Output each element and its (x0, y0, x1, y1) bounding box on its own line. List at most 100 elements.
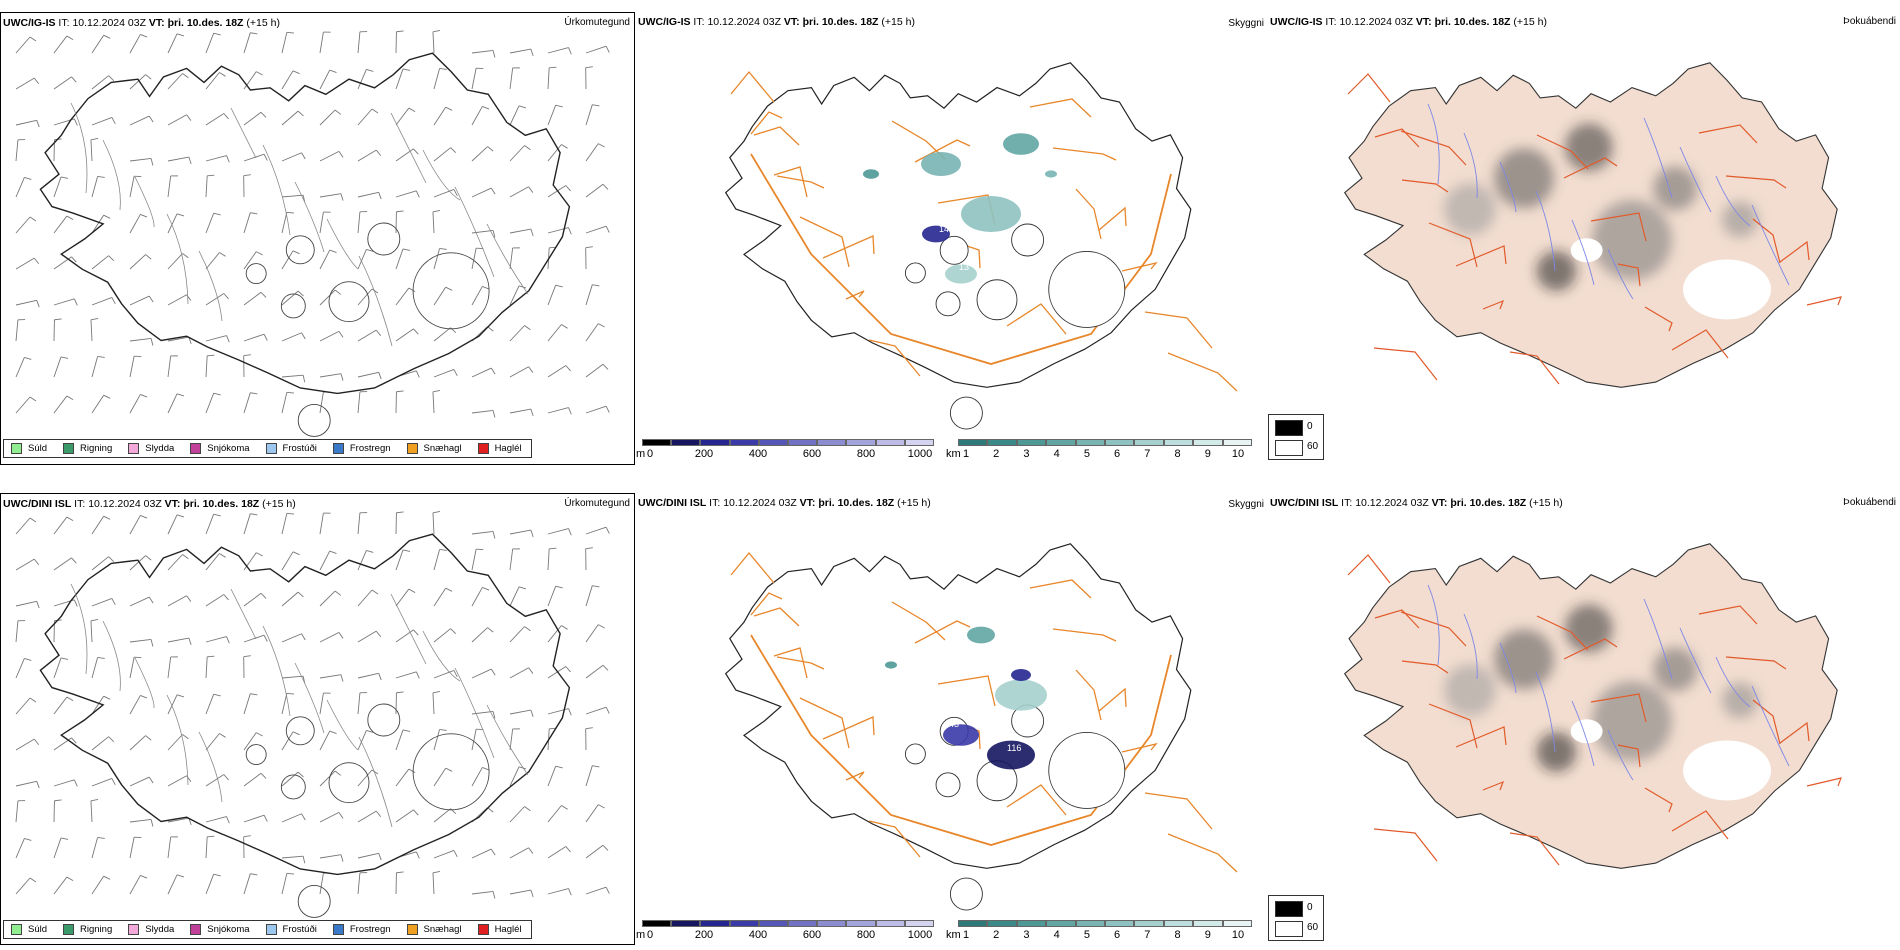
legend-swatch (190, 443, 202, 454)
river-line (1535, 190, 1556, 272)
wind-barb (433, 850, 455, 859)
road-line (773, 166, 808, 198)
wind-barb (129, 596, 150, 607)
wind-barb (129, 254, 146, 270)
road-line (1098, 206, 1127, 231)
wind-barb (585, 886, 607, 895)
scale-unit: km (946, 929, 961, 941)
wind-barb (319, 770, 336, 787)
wind-barb-tick (366, 69, 374, 72)
fog-legend-value: 60 (1307, 922, 1319, 933)
road-line (1374, 609, 1420, 629)
fog-legend-value: 0 (1307, 421, 1313, 432)
scale-color-cell (1134, 920, 1164, 927)
wind-barb (167, 355, 172, 378)
wind-barb-tick (602, 844, 609, 851)
road-line (750, 592, 783, 616)
wind-barb (585, 585, 593, 607)
scale-color-cell (1016, 920, 1047, 927)
wind-barb (547, 888, 569, 895)
wind-barb (585, 67, 587, 90)
terrain-contours (70, 102, 529, 437)
fog-shading (1444, 123, 1758, 291)
wind-barb (129, 555, 146, 571)
wind-barb (395, 328, 414, 342)
road-line (1509, 832, 1560, 866)
wind-barb-tick (111, 778, 116, 786)
scale-color-cell (987, 439, 1017, 446)
wind-barb (471, 68, 477, 90)
wind-barb-tick (17, 319, 26, 321)
wind-barb-tick (453, 369, 458, 377)
road-line (1509, 351, 1560, 385)
wind-barb (509, 186, 529, 198)
river-line (166, 694, 189, 786)
precip-legend-item: Súld (4, 443, 56, 454)
wind-barb-tick (54, 799, 62, 802)
wind-barb (281, 551, 294, 571)
road-network (730, 70, 1238, 392)
river-line (422, 630, 461, 682)
wind-barb (357, 288, 373, 306)
wind-barb (243, 32, 251, 54)
wind-barb (91, 34, 105, 54)
vt-label: VT: (783, 16, 800, 28)
legend-label: Frostúði (282, 443, 317, 454)
wind-barb (585, 728, 587, 751)
scale-tick-label: 800 (856, 929, 876, 941)
precip-legend-item: Rigning (56, 924, 121, 935)
wind-barb-tick (226, 155, 230, 163)
wind-barb (357, 512, 361, 535)
wind-barb (129, 356, 135, 378)
glacier-outline (904, 743, 926, 765)
legend-label: Snæhagl (423, 443, 462, 454)
wind-barb (15, 658, 25, 679)
glacier-outline (1048, 731, 1126, 809)
wind-barb-tick (256, 552, 263, 557)
glacier-outline (285, 716, 315, 746)
wind-barb-tick (186, 294, 192, 301)
wind-barb-tick (97, 356, 105, 358)
scale-tick-label: 2 (993, 929, 1000, 941)
wind-barb-tick (366, 730, 374, 733)
wind-barb-tick (213, 693, 221, 697)
legend-label: Rigning (80, 924, 113, 935)
scale-color-cell (958, 439, 988, 446)
wind-barb (509, 709, 531, 715)
wind-barb-tick (396, 210, 404, 213)
fog-blob (1653, 166, 1698, 211)
road-line (822, 235, 875, 259)
scale-tick-label: 1 (962, 448, 970, 460)
wind-barb-tick (396, 511, 404, 514)
glacier-outline (412, 252, 490, 330)
vt-label: VT: (148, 17, 165, 29)
wind-barb (53, 876, 68, 895)
road-line (914, 620, 971, 644)
wind-barb-tick (219, 72, 226, 77)
wind-barb-tick (378, 372, 382, 380)
fog-value-legend: 0 60 (1268, 895, 1324, 941)
wind-barb (433, 327, 451, 342)
road-line (1455, 726, 1507, 748)
wind-barb-tick (207, 655, 215, 658)
wind-barb (357, 810, 377, 823)
legend-swatch (406, 443, 418, 454)
wind-barb-tick (482, 286, 490, 290)
wind-barb-tick (186, 775, 192, 782)
wind-barbs (15, 30, 610, 418)
wind-barb (15, 77, 35, 90)
wind-barb-tick (602, 363, 609, 370)
wind-barb-tick (549, 66, 557, 69)
wind-barb-tick (256, 251, 263, 256)
glacier-outline (935, 772, 961, 798)
wind-barb (205, 72, 220, 90)
scale-tick-label: 10 (1231, 929, 1245, 941)
panel-title: UWC/IG-IS IT: 10.12.2024 03Z VT: þri. 10… (638, 16, 915, 28)
wind-barb-tick (243, 174, 251, 177)
wind-barb-tick (396, 30, 404, 33)
road-line (1536, 615, 1589, 651)
legend-swatch (332, 443, 344, 454)
wind-barb-tick (413, 148, 419, 155)
wind-barb-tick (24, 658, 32, 661)
model-name: UWC/DINI ISL (638, 497, 707, 509)
